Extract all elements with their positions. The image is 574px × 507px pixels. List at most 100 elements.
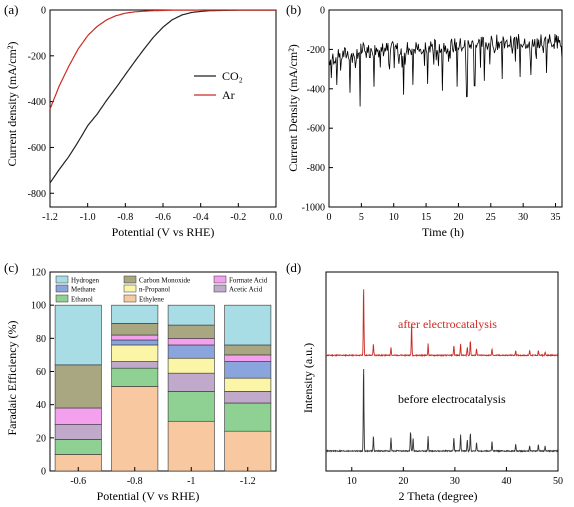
panel-b-xtick-label: 20 bbox=[453, 212, 463, 223]
panel-a-ytick-label: -800 bbox=[28, 189, 46, 200]
panel-a: -1.2 -1.0 -0.8 -0.6 -0.4 -0.2 0.0 0 -200 -400 -600… bbox=[28, 6, 283, 224]
panel-b-xtick-label: 35 bbox=[551, 212, 561, 223]
panel-a-ytick-label: -400 bbox=[28, 97, 46, 108]
legend-ar-label: Ar bbox=[222, 88, 235, 102]
panel-c-bar-segment bbox=[224, 361, 272, 379]
panel-c-bar-segment bbox=[54, 407, 102, 425]
panel-c-legend-swatch bbox=[123, 275, 137, 284]
panel-c-bar-segment bbox=[54, 304, 102, 366]
panel-c-ytick-label: 120 bbox=[31, 268, 46, 279]
panel-c-bar-segment bbox=[167, 344, 215, 359]
panel-a-xtick-label: -0.4 bbox=[193, 212, 209, 223]
panel-c-legend-swatch bbox=[213, 275, 227, 284]
panel-c-bar-segment bbox=[224, 344, 272, 356]
panel-c-bar-segment bbox=[111, 386, 159, 472]
panel-c-legend-label: Methane bbox=[71, 286, 96, 294]
panel-d-xtick-label: 30 bbox=[450, 476, 460, 487]
panel-c-bar-segment bbox=[111, 344, 159, 362]
panel-a-xtick-label: 0.0 bbox=[270, 212, 283, 223]
panel-b-ytick-label: -600 bbox=[307, 124, 325, 135]
panel-a-ylabel: Current density (mA/cm²) bbox=[5, 42, 19, 167]
panel-d-series-after-line bbox=[325, 289, 558, 358]
panel-b-ytick-label: -800 bbox=[307, 163, 325, 174]
annotation-before: before electrocatalysis bbox=[398, 392, 506, 406]
panel-c-bar-segment bbox=[224, 402, 272, 432]
panel-b-xtick-label: 25 bbox=[486, 212, 496, 223]
panel-label-c: (c) bbox=[4, 260, 18, 275]
panel-label-b: (b) bbox=[286, 2, 301, 17]
panel-c-legend-label: n-Propanol bbox=[139, 286, 170, 294]
panel-c-bar-segment bbox=[111, 334, 159, 341]
panel-b-ytick-label: -1000 bbox=[302, 203, 325, 214]
panel-c-ytick-label: 100 bbox=[31, 301, 46, 312]
panel-c-legend-label: Formate Acid bbox=[229, 277, 268, 285]
panel-c-legend-label: Ethylene bbox=[139, 296, 164, 304]
panel-a-plot-frame bbox=[49, 9, 277, 208]
panel-c-bar-segment bbox=[224, 430, 272, 472]
panel-c-bar-segment bbox=[54, 364, 102, 409]
panel-c-bar-segment bbox=[111, 367, 159, 387]
panel-c-xtick-label: -1.2 bbox=[240, 476, 256, 487]
panel-c-legend-swatch bbox=[123, 284, 137, 293]
panel-c-legend-label: Acetic Acid bbox=[229, 286, 263, 294]
panel-c-ytick-label: 60 bbox=[36, 367, 46, 378]
panel-a-xlabel: Potential (V vs RHE) bbox=[112, 225, 215, 239]
panel-c-legend-swatch bbox=[213, 284, 227, 293]
panel-b-xtick-label: 10 bbox=[389, 212, 399, 223]
panel-c-bar-segment bbox=[167, 372, 215, 392]
panel-c-bar-segment bbox=[111, 323, 159, 336]
panel-c-legend-label: Ethanol bbox=[71, 296, 93, 304]
panel-c-bar-segment bbox=[167, 420, 215, 472]
panel-c-bar-segment bbox=[167, 324, 215, 339]
panel-d-series-before-line bbox=[325, 368, 558, 453]
panel-b-ytick-label: -400 bbox=[307, 84, 325, 95]
panel-a-xtick-label: -1.0 bbox=[80, 212, 96, 223]
panel-a-xtick-label: -0.6 bbox=[155, 212, 171, 223]
panel-a-ytick-label: -200 bbox=[28, 51, 46, 62]
panel-b: 0 5 10 15 20 25 30 35 0 -200 -400 -600 -800 -1000 bbox=[302, 6, 563, 223]
panel-c-legend-swatch bbox=[55, 275, 69, 284]
panel-b-ytick-label: -200 bbox=[307, 45, 325, 56]
panel-c-bar-segment bbox=[54, 424, 102, 440]
panel-b-xtick-label: 30 bbox=[518, 212, 528, 223]
panel-c: 0 20 40 60 80 100 120 -0.6 -0.8 -1 -1.2 Hydrogen Car… bbox=[31, 268, 277, 487]
panel-c-xtick-label: -1 bbox=[187, 476, 195, 487]
panel-c-legend-label: Carbon Monoxide bbox=[139, 277, 190, 285]
panel-a-xtick-label: -0.8 bbox=[117, 212, 133, 223]
panel-c-bar-segment bbox=[167, 338, 215, 346]
panel-c-xtick-label: -0.6 bbox=[70, 476, 86, 487]
panel-d-xtick-label: 50 bbox=[553, 476, 563, 487]
panel-b-xlabel: Time (h) bbox=[422, 225, 464, 239]
panel-a-ytick-label: -600 bbox=[28, 143, 46, 154]
panel-a-xtick-label: -0.2 bbox=[230, 212, 246, 223]
legend-co2-label: CO₂ bbox=[222, 69, 243, 83]
panel-c-bar-segment bbox=[111, 304, 159, 324]
panel-d-ylabel: Intensity (a.u.) bbox=[301, 343, 315, 413]
panel-c-xtick-label: -0.8 bbox=[127, 476, 143, 487]
panel-c-bar-segment bbox=[54, 439, 102, 455]
panel-c-xlabel: Potential (V vs RHE) bbox=[97, 489, 200, 503]
panel-d-xtick-label: 10 bbox=[347, 476, 357, 487]
panel-c-bar-segment bbox=[224, 377, 272, 392]
panel-c-ytick-label: 20 bbox=[36, 433, 46, 444]
panel-c-bar-segment bbox=[167, 304, 215, 326]
panel-d-plot-frame bbox=[325, 271, 559, 472]
panel-label-a: (a) bbox=[4, 2, 18, 17]
panel-b-ylabel: Current Density (mA/cm²) bbox=[286, 44, 300, 172]
panel-a-ytick-label: 0 bbox=[41, 6, 46, 17]
panel-c-ylabel: Faradaic Efficiency (%) bbox=[5, 320, 19, 435]
panel-c-bar-segment bbox=[224, 354, 272, 362]
panel-c-legend-swatch bbox=[55, 294, 69, 303]
panel-c-ytick-label: 0 bbox=[41, 467, 46, 478]
panel-a-series-co2-line bbox=[49, 9, 276, 184]
panel-d: 10 20 30 40 50 bbox=[325, 271, 563, 487]
panel-b-xtick-label: 5 bbox=[359, 212, 364, 223]
panel-b-ytick-label: 0 bbox=[320, 6, 325, 17]
panel-d-xtick-label: 40 bbox=[501, 476, 511, 487]
panel-c-bar-segment bbox=[111, 361, 159, 369]
annotation-after: after electrocatalysis bbox=[398, 317, 497, 331]
panel-a-series-ar-line bbox=[49, 9, 276, 110]
panel-c-legend-swatch bbox=[123, 294, 137, 303]
panel-c-ytick-label: 40 bbox=[36, 400, 46, 411]
